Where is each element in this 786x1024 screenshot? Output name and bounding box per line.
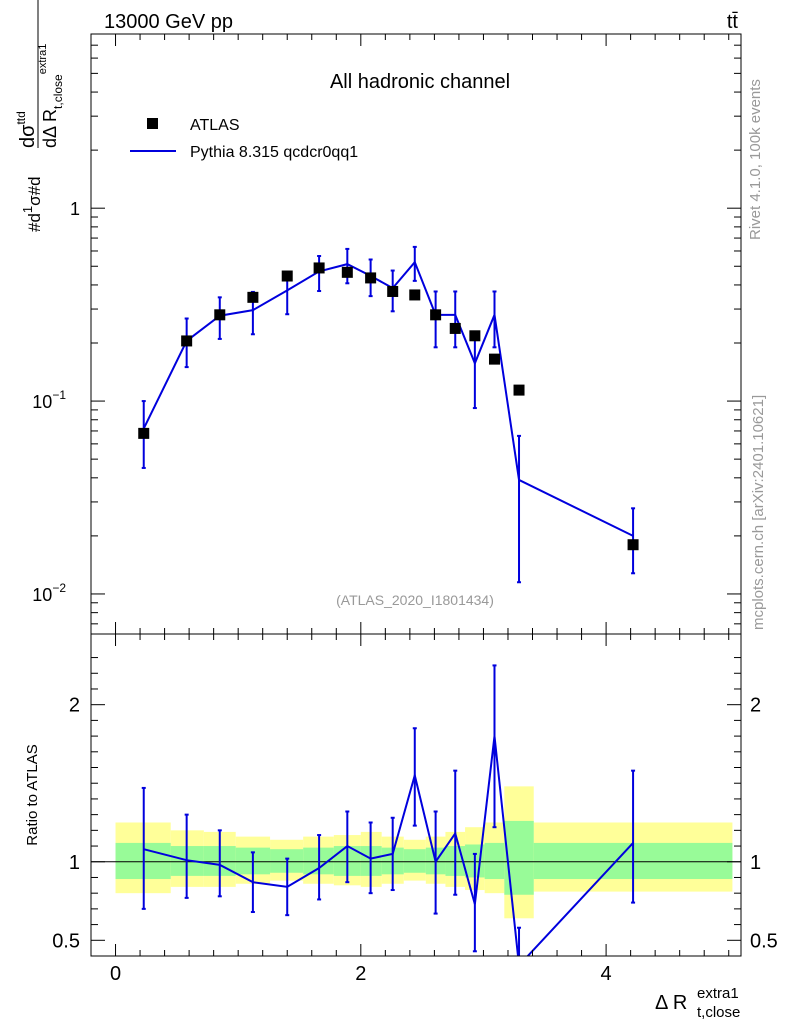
ratio-panel: 0.5 0.5 1 1 2 2 0 2 4 Ratio to ATLAS	[24, 633, 778, 985]
atlas-point	[247, 291, 259, 303]
atlas-point	[430, 309, 442, 321]
svg-text:dΔ Rt,closeextra1: dΔ Rt,closeextra1	[37, 44, 65, 148]
x-axis-title: Δ R extra1 t,close	[655, 985, 740, 1021]
atlas-point	[313, 262, 325, 274]
atlas-point	[341, 266, 353, 278]
y-tick-label: 1	[70, 199, 80, 219]
y-tick-label: 10−2	[32, 581, 66, 605]
x-tick-label: 2	[355, 963, 366, 985]
ratio-y-tick-label-right: 1	[750, 852, 761, 874]
pythia-line	[142, 260, 634, 537]
legend-atlas-label: ATLAS	[190, 117, 240, 134]
x-axis-title-sub: t,close	[697, 1004, 740, 1021]
atlas-point	[513, 384, 525, 396]
ratio-y-tick-label-right: 2	[750, 695, 761, 717]
ratio-panel-frame	[90, 633, 742, 957]
atlas-point	[214, 309, 226, 321]
band-inner-bin	[484, 842, 505, 880]
ratio-y-tick-label-right: 0.5	[750, 930, 778, 952]
legend: ATLAS Pythia 8.315 qcdcr0qq1	[130, 117, 358, 161]
ratio-y-axis-title: Ratio to ATLAS	[24, 744, 41, 845]
atlas-point	[469, 330, 481, 342]
ratio-axis-ticks	[91, 634, 741, 956]
legend-pythia-label: Pythia 8.315 qcdcr0qq1	[190, 144, 358, 161]
atlas-point	[387, 285, 399, 297]
legend-atlas-marker	[147, 118, 158, 129]
y-tick-label: 10−1	[32, 388, 66, 412]
atlas-series	[138, 262, 639, 551]
ratio-pythia-line	[143, 735, 634, 956]
ratio-y-tick-label-left: 0.5	[52, 930, 80, 952]
band-inner-bin	[504, 820, 534, 895]
x-axis-title-sup: extra1	[697, 985, 739, 1002]
x-tick-label: 4	[601, 963, 612, 985]
ratio-y-tick-label-left: 1	[69, 852, 80, 874]
atlas-point	[627, 539, 639, 551]
energy-label: 13000 GeV pp	[104, 11, 233, 33]
ratio-y-tick-label-left: 2	[69, 695, 80, 717]
ratio-y-tick-labels: 0.5 0.5 1 1 2 2	[52, 695, 778, 953]
x-axis-title-main: Δ R	[655, 992, 687, 1014]
svg-text:dσttd: dσttd	[14, 111, 39, 148]
main-chart-title: All hadronic channel	[330, 71, 510, 93]
atlas-point	[138, 427, 150, 439]
main-y-axis-title: #d1σ#d dσttd dΔ Rt,closeextra1	[14, 0, 65, 232]
ratio-uncertainty-bands	[115, 786, 733, 919]
x-tick-label: 0	[110, 963, 121, 985]
band-inner-bin	[403, 849, 426, 873]
atlas-point	[449, 322, 461, 334]
atlas-point	[181, 335, 193, 347]
atlas-point	[281, 270, 293, 282]
svg-text:#d1σ#d: #d1σ#d	[20, 176, 44, 232]
main-axis-ticks	[91, 33, 741, 634]
x-tick-labels: 0 2 4	[110, 963, 612, 985]
atlas-point	[409, 289, 421, 301]
atlas-point	[488, 353, 500, 365]
process-label: tt̄	[727, 11, 739, 33]
main-y-tick-labels: 10−2 10−1 1	[32, 199, 80, 605]
main-panel-frame	[90, 33, 742, 635]
analysis-tag: (ATLAS_2020_I1801434)	[336, 592, 494, 608]
atlas-point	[365, 272, 377, 284]
rivet-label: Rivet 4.1.0, 100k events	[747, 79, 764, 240]
pythia-series	[141, 245, 636, 584]
ratio-pythia-series	[141, 664, 636, 956]
main-panel: All hadronic channel (ATLAS_2020_I180143…	[14, 0, 742, 635]
source-label: mcplots.cern.ch [arXiv:2401.10621]	[750, 395, 767, 630]
